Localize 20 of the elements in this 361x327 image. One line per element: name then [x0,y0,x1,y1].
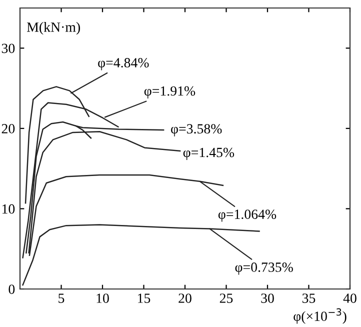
y-tick-label: 0 [8,284,15,294]
annotation: φ=1.91% [144,86,196,98]
x-tick-label: 20 [178,294,192,303]
y-tick-label: 10 [2,204,15,214]
annotation: φ=1.064% [218,210,276,222]
x-tick-label: 5 [58,294,64,303]
y-axis-title: M(kN·m) [27,22,80,35]
annotation: φ=0.735% [235,262,293,275]
annotation: φ=1.45% [183,148,234,160]
x-tick-label: 35 [302,294,316,303]
x-tick-label: 25 [220,294,233,303]
annotation: φ=3.58% [171,124,222,136]
x-tick-label: 30 [261,294,274,303]
x-tick-label: 15 [138,294,150,303]
y-tick-label: 30 [2,44,15,54]
y-tick-label: 20 [2,124,15,134]
x-tick-label: 10 [96,294,109,303]
x-axis-title: φ(×10$^{−3}$) [294,308,346,324]
annotation: φ=4.84% [98,58,149,70]
x-tick-label: 40 [343,294,356,303]
